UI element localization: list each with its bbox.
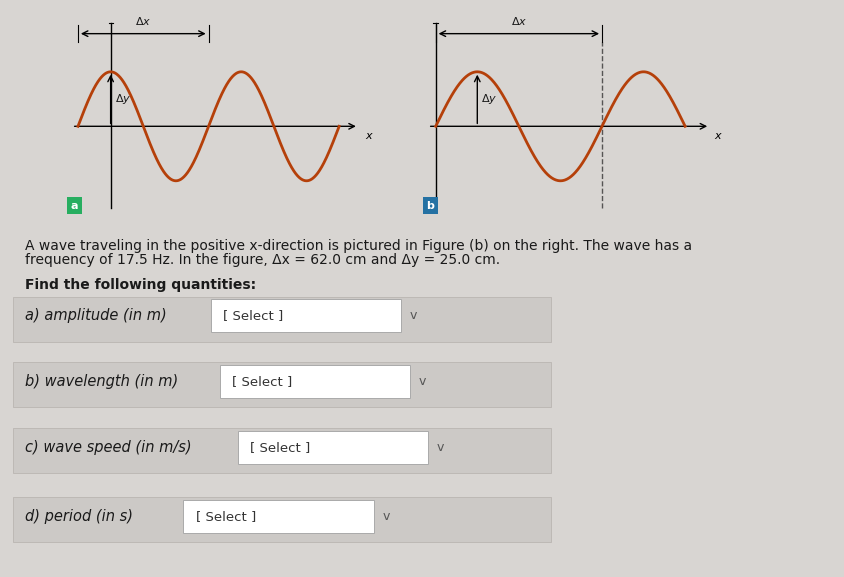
Text: a: a	[71, 201, 78, 211]
Text: $\Delta y$: $\Delta y$	[481, 92, 497, 106]
Text: [ Select ]: [ Select ]	[223, 309, 283, 322]
Text: x: x	[365, 130, 371, 141]
FancyBboxPatch shape	[210, 299, 401, 332]
Text: [ Select ]: [ Select ]	[232, 375, 292, 388]
Text: v: v	[436, 441, 444, 454]
Text: c) wave speed (in m/s): c) wave speed (in m/s)	[25, 440, 192, 455]
Text: v: v	[419, 375, 425, 388]
FancyBboxPatch shape	[13, 497, 550, 542]
Text: b: b	[426, 201, 434, 211]
Text: x: x	[713, 130, 720, 141]
Text: $\Delta y$: $\Delta y$	[115, 92, 131, 106]
FancyBboxPatch shape	[237, 430, 428, 464]
Text: d) period (in s): d) period (in s)	[25, 509, 133, 524]
Text: frequency of 17.5 Hz. In the figure, Δx = 62.0 cm and Δy = 25.0 cm.: frequency of 17.5 Hz. In the figure, Δx …	[25, 253, 500, 267]
Text: v: v	[382, 510, 389, 523]
Text: [ Select ]: [ Select ]	[195, 510, 256, 523]
FancyBboxPatch shape	[219, 365, 409, 398]
Text: $\Delta x$: $\Delta x$	[510, 15, 527, 27]
Text: [ Select ]: [ Select ]	[250, 441, 310, 454]
Text: b) wavelength (in m): b) wavelength (in m)	[25, 374, 178, 389]
Text: A wave traveling in the positive x-direction is pictured in Figure (b) on the ri: A wave traveling in the positive x-direc…	[25, 239, 691, 253]
Text: v: v	[409, 309, 417, 322]
Text: $\Delta x$: $\Delta x$	[135, 15, 151, 27]
FancyBboxPatch shape	[13, 428, 550, 473]
FancyBboxPatch shape	[13, 297, 550, 342]
FancyBboxPatch shape	[13, 362, 550, 407]
Text: Find the following quantities:: Find the following quantities:	[25, 278, 256, 291]
FancyBboxPatch shape	[183, 500, 373, 533]
Text: a) amplitude (in m): a) amplitude (in m)	[25, 308, 166, 323]
